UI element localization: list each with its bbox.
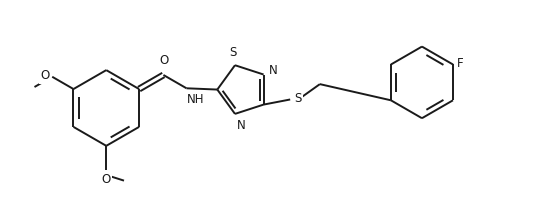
Text: N: N — [269, 64, 278, 77]
Text: O: O — [159, 54, 168, 67]
Text: NH: NH — [187, 93, 205, 106]
Text: S: S — [294, 92, 301, 106]
Text: O: O — [102, 173, 111, 186]
Text: S: S — [230, 46, 237, 59]
Text: N: N — [237, 119, 246, 132]
Text: O: O — [40, 69, 50, 82]
Text: F: F — [457, 57, 464, 70]
